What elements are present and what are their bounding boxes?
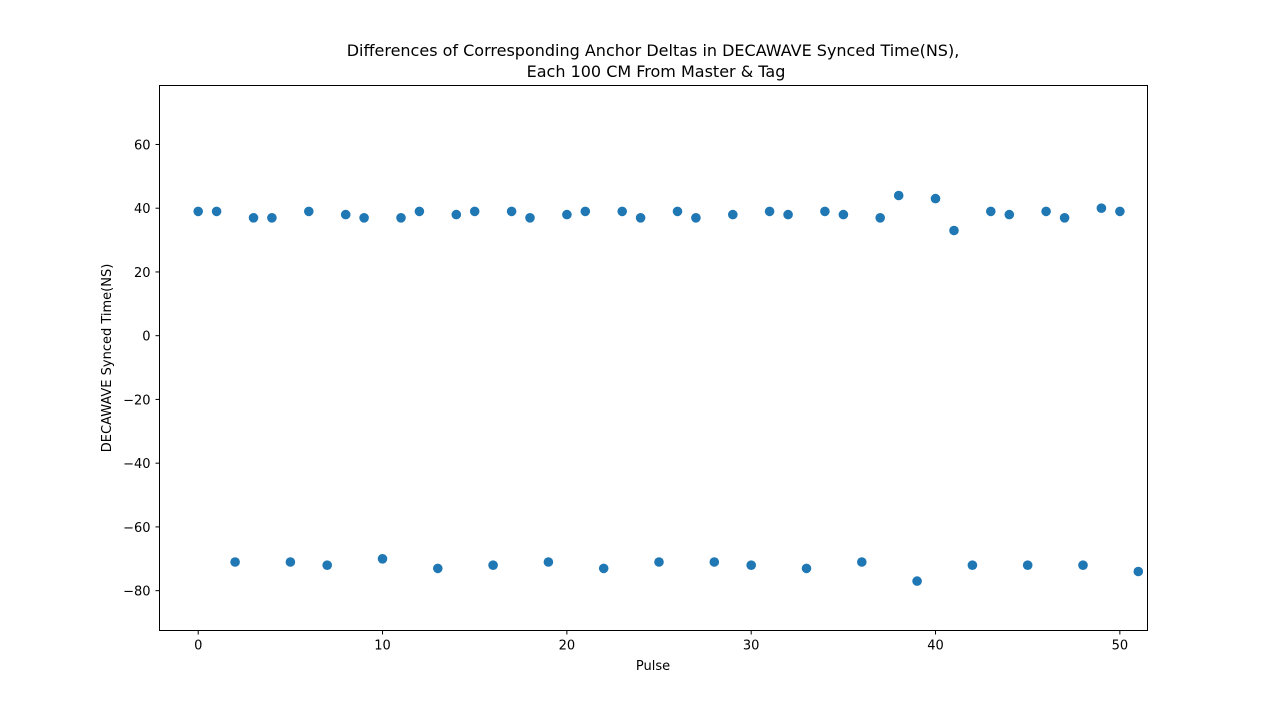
- data-point: [598, 563, 609, 574]
- y-tick-label: −80: [123, 585, 150, 600]
- x-tick-label: 40: [927, 639, 944, 654]
- x-tick-label: 10: [374, 639, 391, 654]
- data-point: [746, 560, 756, 570]
- y-tick-label: 0: [142, 330, 150, 345]
- y-tick-label: 60: [134, 138, 151, 153]
- data-point: [672, 206, 683, 217]
- data-point: [1096, 203, 1107, 213]
- x-axis-ticks: 0 10 20 30 40 50: [194, 630, 1129, 654]
- x-tick-label: 50: [1112, 639, 1129, 654]
- y-tick-label: −40: [123, 457, 150, 472]
- data-point: [562, 209, 572, 220]
- data-point: [783, 209, 793, 220]
- data-point: [967, 560, 978, 570]
- chart-title-line-1: Differences of Corresponding Anchor Delt…: [347, 41, 960, 60]
- data-point: [359, 213, 369, 223]
- data-point: [580, 206, 591, 217]
- data-point: [617, 206, 627, 217]
- data-point: [1078, 560, 1088, 570]
- data-point: [875, 213, 885, 223]
- data-point: [433, 563, 443, 574]
- data-point: [340, 209, 351, 220]
- data-point: [396, 213, 406, 223]
- data-point: [322, 560, 333, 570]
- x-axis-label: Pulse: [636, 659, 670, 674]
- data-point: [893, 190, 904, 201]
- y-tick-label: 40: [134, 202, 151, 217]
- data-point: [211, 206, 222, 217]
- data-point: [525, 213, 535, 223]
- chart-title-line-2: Each 100 CM From Master & Tag: [527, 62, 786, 81]
- y-axis-label: DECAWAVE Synced Time(NS): [100, 264, 115, 453]
- data-point: [1022, 560, 1033, 570]
- data-point: [414, 206, 425, 217]
- data-point: [377, 554, 388, 564]
- y-tick-label: −20: [123, 393, 150, 408]
- plot-frame: [159, 85, 1148, 631]
- data-point: [1115, 206, 1125, 217]
- data-point: [285, 557, 296, 567]
- data-point: [248, 213, 259, 223]
- y-tick-label: −60: [123, 521, 150, 536]
- data-point: [654, 557, 664, 567]
- data-point: [691, 213, 701, 223]
- data-point: [304, 206, 314, 217]
- y-tick-label: 20: [134, 266, 151, 281]
- data-point: [1059, 213, 1070, 223]
- data-point: [267, 213, 277, 223]
- data-point: [930, 193, 941, 204]
- data-point: [801, 563, 812, 574]
- data-point: [451, 209, 462, 220]
- data-point: [820, 206, 830, 217]
- x-tick-label: 0: [194, 639, 202, 654]
- x-tick-label: 20: [559, 639, 576, 654]
- data-point: [230, 557, 240, 567]
- data-point: [193, 206, 203, 217]
- y-axis-ticks: 60 40 20 0 −20 −40 −60 −80: [123, 138, 160, 600]
- data-point: [838, 209, 849, 220]
- data-point: [543, 557, 554, 567]
- data-point: [506, 206, 517, 217]
- data-point: [469, 206, 480, 217]
- data-point: [1041, 206, 1051, 217]
- data-point: [1004, 209, 1015, 220]
- data-point: [1133, 566, 1144, 577]
- x-tick-label: 30: [743, 639, 760, 654]
- data-point: [857, 557, 867, 567]
- data-point: [709, 557, 720, 567]
- data-point: [949, 225, 959, 236]
- data-point: [488, 560, 498, 570]
- data-point: [635, 213, 646, 223]
- plot-area: [193, 190, 1144, 586]
- data-point: [986, 206, 996, 217]
- data-point: [764, 206, 775, 217]
- data-point: [728, 209, 738, 220]
- data-point: [912, 576, 922, 586]
